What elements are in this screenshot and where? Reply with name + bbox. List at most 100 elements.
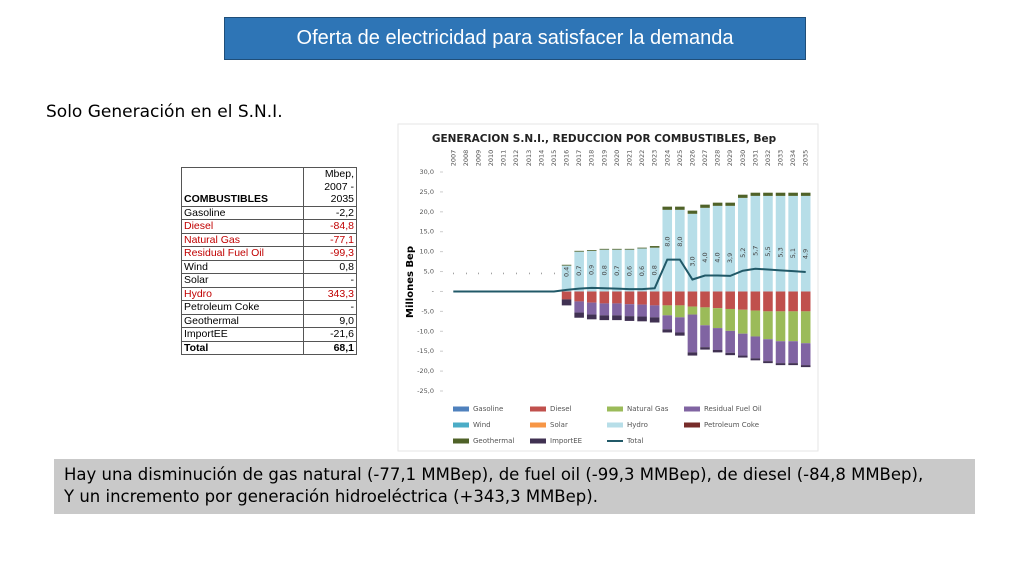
bar-segment — [763, 361, 773, 364]
bar-segment — [775, 195, 786, 292]
y-tick-label: -25,0 — [417, 387, 434, 395]
table-cell: Residual Fuel Oil — [181, 246, 304, 261]
bar-segment — [788, 341, 798, 364]
table-cell: -21,6 — [303, 327, 357, 342]
title: Oferta de electricidad para satisfacer l… — [296, 27, 734, 49]
bar-segment — [800, 343, 811, 366]
legend-label: Natural Gas — [627, 405, 669, 413]
x-tick-label: 2009 — [474, 150, 482, 167]
bar-segment — [800, 311, 811, 344]
legend-swatch — [684, 422, 700, 428]
data-label: 0,7 — [575, 265, 583, 275]
table-cell: 9,0 — [303, 313, 357, 328]
bar-segment — [700, 204, 710, 208]
table-row: ImportEE -21,6 — [181, 327, 357, 342]
table-cell: Hydro — [181, 286, 304, 301]
bar-segment — [737, 197, 748, 292]
y-tick-label: 5,0 — [424, 268, 434, 276]
bar-segment — [725, 308, 735, 331]
legend-label: Gasoline — [473, 405, 503, 413]
bar-segment — [637, 247, 647, 249]
table-row: Petroleum Coke - — [181, 300, 357, 315]
bar-segment — [750, 336, 761, 359]
x-tick-label: 2014 — [537, 150, 545, 167]
bar-segment — [763, 195, 773, 292]
bar-segment — [624, 291, 635, 305]
x-tick-label: 2027 — [701, 150, 709, 167]
bar-segment — [586, 250, 597, 251]
x-tick-label: 2021 — [626, 150, 634, 167]
bar-segment — [649, 246, 660, 248]
y-tick-label: 10,0 — [420, 248, 434, 256]
y-tick-label: 20,0 — [420, 208, 434, 216]
table-cell: -99,3 — [303, 246, 357, 261]
y-tick-label: -20,0 — [417, 367, 434, 375]
bar-segment — [725, 202, 735, 206]
legend-swatch — [684, 406, 700, 412]
x-tick-label: 2015 — [550, 150, 558, 167]
bar-segment — [775, 363, 786, 366]
data-label: - — [525, 272, 533, 275]
legend-label: Total — [626, 437, 643, 445]
y-tick-label: -5,0 — [421, 307, 434, 315]
x-tick-label: 2030 — [739, 150, 747, 167]
x-tick-label: 2018 — [588, 150, 596, 167]
data-label: 8,0 — [663, 236, 671, 246]
bar-segment — [750, 310, 761, 337]
bar-segment — [662, 329, 673, 333]
bar-segment — [586, 314, 597, 320]
bar-segment — [612, 248, 622, 250]
bar-segment — [712, 205, 723, 292]
title-bar: Oferta de electricidad para satisfacer l… — [224, 17, 806, 60]
table-cell: -84,8 — [303, 219, 357, 234]
x-tick-label: 2007 — [449, 150, 457, 167]
chart-area — [397, 123, 819, 452]
bar-segment — [687, 291, 698, 307]
table-cell: ImportEE — [181, 327, 304, 342]
bar-segment — [574, 250, 584, 252]
table-cell: Total — [181, 340, 304, 355]
data-label: 0,6 — [638, 266, 646, 276]
legend-swatch — [607, 422, 623, 428]
table-cell: Geothermal — [181, 313, 304, 328]
bar-segment — [599, 303, 610, 316]
bar-segment — [763, 311, 773, 340]
bar-segment — [586, 250, 597, 292]
bar-segment — [612, 249, 622, 292]
bar-segment — [649, 305, 660, 318]
x-tick-label: 2011 — [500, 150, 508, 167]
y-tick-label: -10,0 — [417, 327, 434, 335]
note-line: Hay una disminución de gas natural (-77,… — [64, 465, 924, 484]
bar-segment — [737, 291, 748, 310]
bar-segment — [624, 249, 635, 292]
bar-segment — [675, 317, 685, 333]
bar-segment — [599, 315, 610, 321]
data-label: 4,0 — [714, 252, 722, 262]
bar-segment — [800, 291, 811, 312]
data-label: - — [474, 272, 482, 275]
legend-swatch — [453, 406, 469, 412]
y-tick-label: 30,0 — [420, 168, 434, 176]
bar-segment — [599, 249, 610, 292]
data-label: 0,7 — [613, 265, 621, 275]
data-label: 0,8 — [651, 265, 659, 275]
x-tick-label: 2023 — [651, 150, 659, 167]
data-label: 3,9 — [726, 253, 734, 263]
table-row: Geothermal 9,0 — [181, 313, 357, 328]
bar-segment — [649, 291, 660, 306]
data-label: 5,5 — [764, 246, 772, 256]
table-cell: Petroleum Coke — [181, 300, 304, 315]
legend-label: Hydro — [627, 421, 648, 429]
data-label: - — [449, 272, 457, 275]
bar-segment — [624, 316, 635, 321]
legend-swatch — [530, 406, 546, 412]
legend-label: Residual Fuel Oil — [704, 405, 762, 413]
table-cell: 68,1 — [303, 340, 357, 355]
bar-segment — [637, 248, 647, 292]
y-tick-label: 15,0 — [420, 228, 434, 236]
bar-segment — [775, 341, 786, 364]
table-row: Gasoline -2,2 — [181, 205, 357, 220]
bar-segment — [687, 210, 698, 214]
table-row: Total 68,1 — [181, 340, 357, 355]
